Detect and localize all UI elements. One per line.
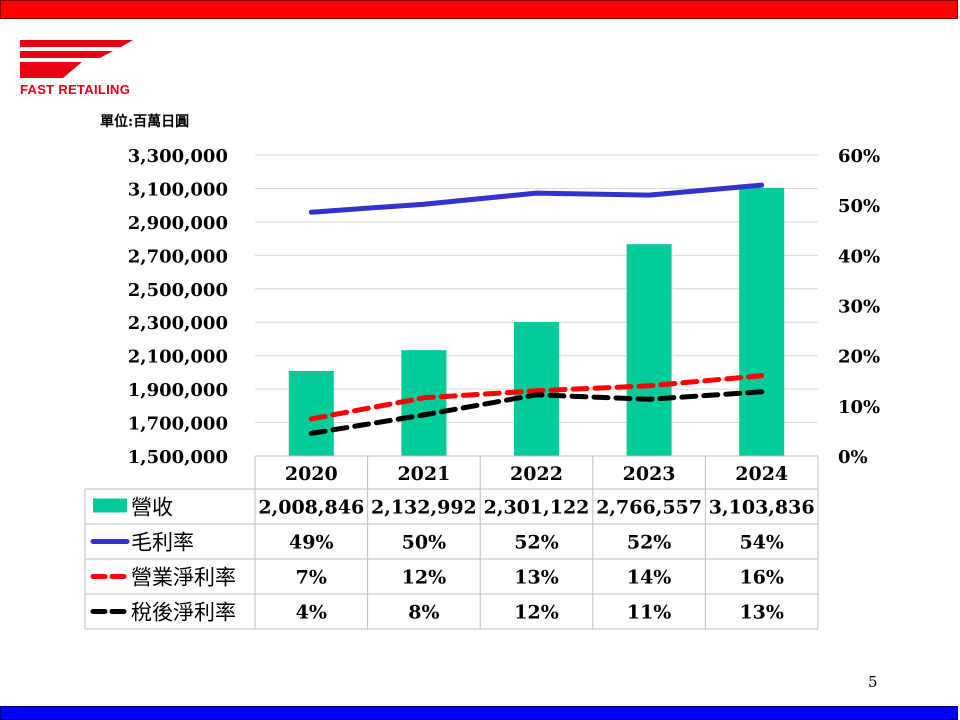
unit-label: 單位:百萬日圓 [100, 114, 190, 130]
legend-label-series-0: 營收 [131, 496, 173, 520]
left-axis-tick-label: 1,500,000 [128, 447, 228, 468]
table-cell: 3,103,836 [709, 497, 815, 519]
right-axis-tick-label: 30% [838, 297, 880, 318]
left-axis-tick-label: 2,700,000 [128, 246, 228, 267]
bar-revenue-2023 [626, 244, 672, 456]
table-cell: 52% [627, 532, 672, 554]
table-cell: 2,132,992 [371, 497, 477, 519]
left-axis-tick-label: 2,500,000 [128, 280, 228, 301]
right-axis-tick-label: 50% [838, 196, 880, 217]
table-cell: 12% [402, 567, 447, 589]
logo-text: FAST RETAILING [20, 82, 131, 97]
fast-retailing-logo-icon [20, 40, 133, 78]
page-number: 5 [868, 673, 878, 691]
left-axis-tick-label: 2,100,000 [128, 347, 228, 368]
table-header-2023: 2023 [623, 463, 676, 485]
table-header-2020: 2020 [285, 463, 338, 485]
table-header-2021: 2021 [397, 463, 450, 485]
right-axis-tick-label: 0% [838, 447, 868, 468]
right-axis-tick-label: 60% [838, 146, 880, 167]
table-cell: 2,301,122 [484, 497, 590, 519]
line-series-2 [308, 373, 765, 422]
bar-revenue-2024 [739, 187, 785, 456]
table-cell: 2,008,846 [258, 497, 364, 519]
table-cell: 13% [739, 602, 784, 624]
table-header-2022: 2022 [510, 463, 563, 485]
line-series-1 [308, 182, 765, 215]
left-axis-tick-label: 3,100,000 [128, 179, 228, 200]
left-axis-tick-label: 1,700,000 [128, 414, 228, 435]
table-cell: 49% [289, 532, 334, 554]
top-red-bar [0, 0, 958, 19]
legend-label-series-1: 毛利率 [131, 531, 194, 555]
right-axis-tick-label: 10% [838, 397, 880, 418]
left-axis-tick-label: 2,300,000 [128, 313, 228, 334]
bottom-blue-bar [0, 706, 958, 720]
table-cell: 52% [514, 532, 559, 554]
legend-label-series-2: 營業淨利率 [131, 566, 236, 590]
legend-label-series-3: 稅後淨利率 [131, 601, 236, 625]
left-axis-tick-label: 2,900,000 [128, 213, 228, 234]
table-cell: 54% [739, 532, 784, 554]
table-cell: 13% [514, 567, 559, 589]
bar-revenue-2020 [288, 370, 334, 456]
table-cell: 12% [514, 602, 559, 624]
line-series-3 [308, 389, 765, 436]
left-axis-tick-label: 1,900,000 [128, 380, 228, 401]
left-axis-tick-label: 3,300,000 [128, 146, 228, 167]
right-axis-tick-label: 20% [838, 347, 880, 368]
table-cell: 7% [296, 567, 327, 589]
table-cell: 50% [402, 532, 447, 554]
table-header-2024: 2024 [735, 463, 788, 485]
legend-key-revenue [93, 498, 127, 513]
table-cell: 4% [296, 602, 327, 624]
table-cell: 14% [627, 567, 672, 589]
table-cell: 8% [408, 602, 439, 624]
table-cell: 16% [739, 567, 784, 589]
table-cell: 2,766,557 [596, 497, 702, 519]
table-cell: 11% [627, 602, 672, 624]
right-axis-tick-label: 40% [838, 246, 880, 267]
